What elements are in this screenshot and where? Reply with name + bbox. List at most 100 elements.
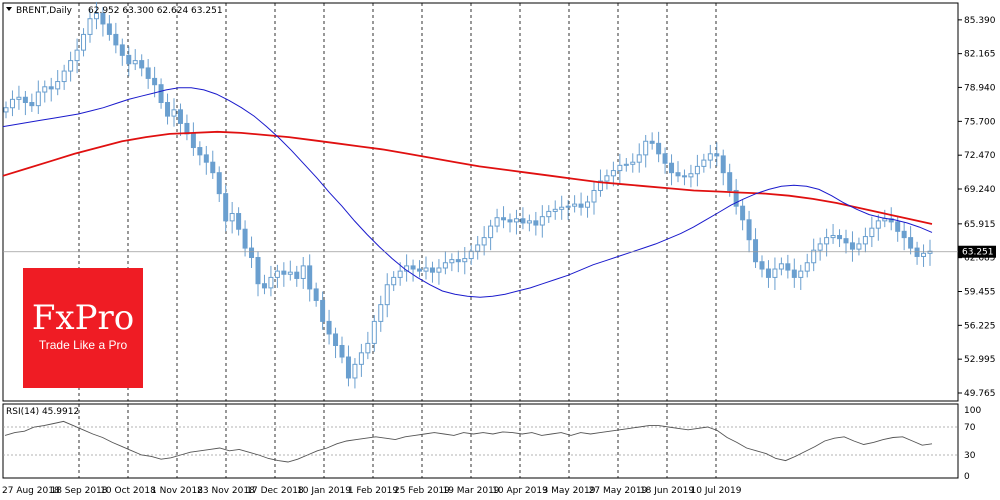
candle-body	[22, 96, 28, 104]
candle-body	[449, 259, 455, 264]
candle-body	[785, 263, 791, 271]
candle-body	[869, 227, 875, 238]
candle-body	[249, 247, 255, 259]
candle-body	[119, 44, 125, 56]
candle-body	[177, 109, 183, 124]
candle-body	[436, 267, 442, 273]
candle-body	[442, 262, 448, 269]
candle-body	[61, 70, 67, 83]
candle-body	[623, 163, 629, 166]
candle-body	[35, 91, 41, 107]
rsi-line	[4, 420, 933, 463]
candle-body	[93, 12, 99, 20]
candle-body	[772, 268, 778, 278]
candle-body	[927, 250, 933, 254]
candle-body	[591, 189, 597, 203]
candle-body	[675, 172, 681, 177]
time-label: 27 Aug 2018	[2, 486, 60, 496]
candle-body	[585, 201, 591, 208]
candle-body	[236, 213, 242, 230]
rsi-tick-label: 100	[964, 406, 981, 416]
candle-body	[287, 271, 293, 275]
candle-body	[16, 96, 22, 100]
dropdown-triangle-icon[interactable]	[6, 7, 12, 11]
candle-body	[216, 172, 222, 195]
candle-body	[378, 304, 384, 322]
candle-body	[68, 60, 74, 72]
candle-body	[242, 228, 248, 249]
candle-body	[410, 265, 416, 270]
candle-body	[481, 237, 487, 246]
candle-body	[165, 102, 171, 117]
candle-body	[830, 235, 836, 239]
candle-body	[261, 283, 267, 289]
price-tick-label: 78.940	[964, 83, 996, 93]
time-label: 3 May 2019	[543, 486, 596, 496]
price-tick-label: 85.390	[964, 16, 996, 26]
candle-body	[42, 86, 48, 93]
candle-body	[520, 218, 526, 224]
candle-body	[339, 344, 345, 358]
candle-body	[384, 284, 390, 306]
candle-body	[656, 142, 662, 155]
candle-body	[417, 268, 423, 272]
candle-body	[765, 268, 771, 278]
candle-body	[300, 265, 306, 279]
candle-body	[707, 153, 713, 161]
candle-body	[320, 299, 326, 322]
time-label: 17 Dec 2018	[246, 486, 304, 496]
rsi-levels	[3, 426, 958, 456]
candle-body	[152, 77, 158, 86]
candle-body	[513, 218, 519, 223]
candle-body	[210, 161, 216, 174]
candle-body	[113, 33, 119, 46]
candle-body	[3, 107, 9, 113]
candle-body	[643, 140, 649, 156]
candle-body	[126, 54, 132, 65]
rsi-axis: 100 70 30 0	[964, 406, 981, 482]
candle-body	[546, 210, 552, 218]
price-tick-label: 65.915	[964, 220, 996, 230]
candle-body	[888, 218, 894, 223]
candle-body	[727, 172, 733, 191]
ma-slow-line	[2, 130, 933, 225]
candle-body	[597, 180, 603, 191]
candle-body	[714, 153, 720, 157]
candle-body	[746, 219, 752, 241]
candle-body	[811, 249, 817, 264]
candle-body	[817, 243, 823, 251]
candle-body	[740, 205, 746, 221]
price-tick-label: 75.700	[964, 117, 996, 127]
candle-body	[559, 206, 565, 210]
price-tick-label: 52.995	[964, 355, 996, 365]
candle-body	[733, 189, 739, 207]
candle-body	[791, 269, 797, 278]
candle-body	[837, 235, 843, 240]
ohlc-values: 62.952 63.300 62.624 63.251	[88, 6, 223, 16]
candle-body	[190, 133, 196, 149]
candle-body	[552, 208, 558, 212]
candle-body	[139, 60, 145, 69]
time-label: 18 Jun 2019	[640, 486, 694, 496]
time-label: 25 Feb 2019	[394, 486, 450, 496]
candle-body	[171, 109, 177, 117]
price-tick-label: 49.765	[964, 389, 996, 399]
candle-body	[313, 288, 319, 301]
candle-body	[345, 356, 351, 379]
candle-body	[753, 239, 759, 263]
candle-body	[423, 267, 429, 272]
candle-body	[507, 219, 513, 223]
price-tick-label: 56.225	[964, 321, 996, 331]
price-tick-label: 59.455	[964, 287, 996, 297]
time-label: 1 Nov 2018	[151, 486, 203, 496]
candle-body	[365, 342, 371, 354]
candle-body	[610, 170, 616, 177]
time-label: 23 Nov 2018	[197, 486, 255, 496]
candle-body	[662, 153, 668, 164]
candle-body	[391, 276, 397, 286]
candle-body	[914, 247, 920, 257]
candle-body	[901, 230, 907, 239]
candle-body	[681, 175, 687, 178]
time-label: 1 Feb 2019	[348, 486, 399, 496]
